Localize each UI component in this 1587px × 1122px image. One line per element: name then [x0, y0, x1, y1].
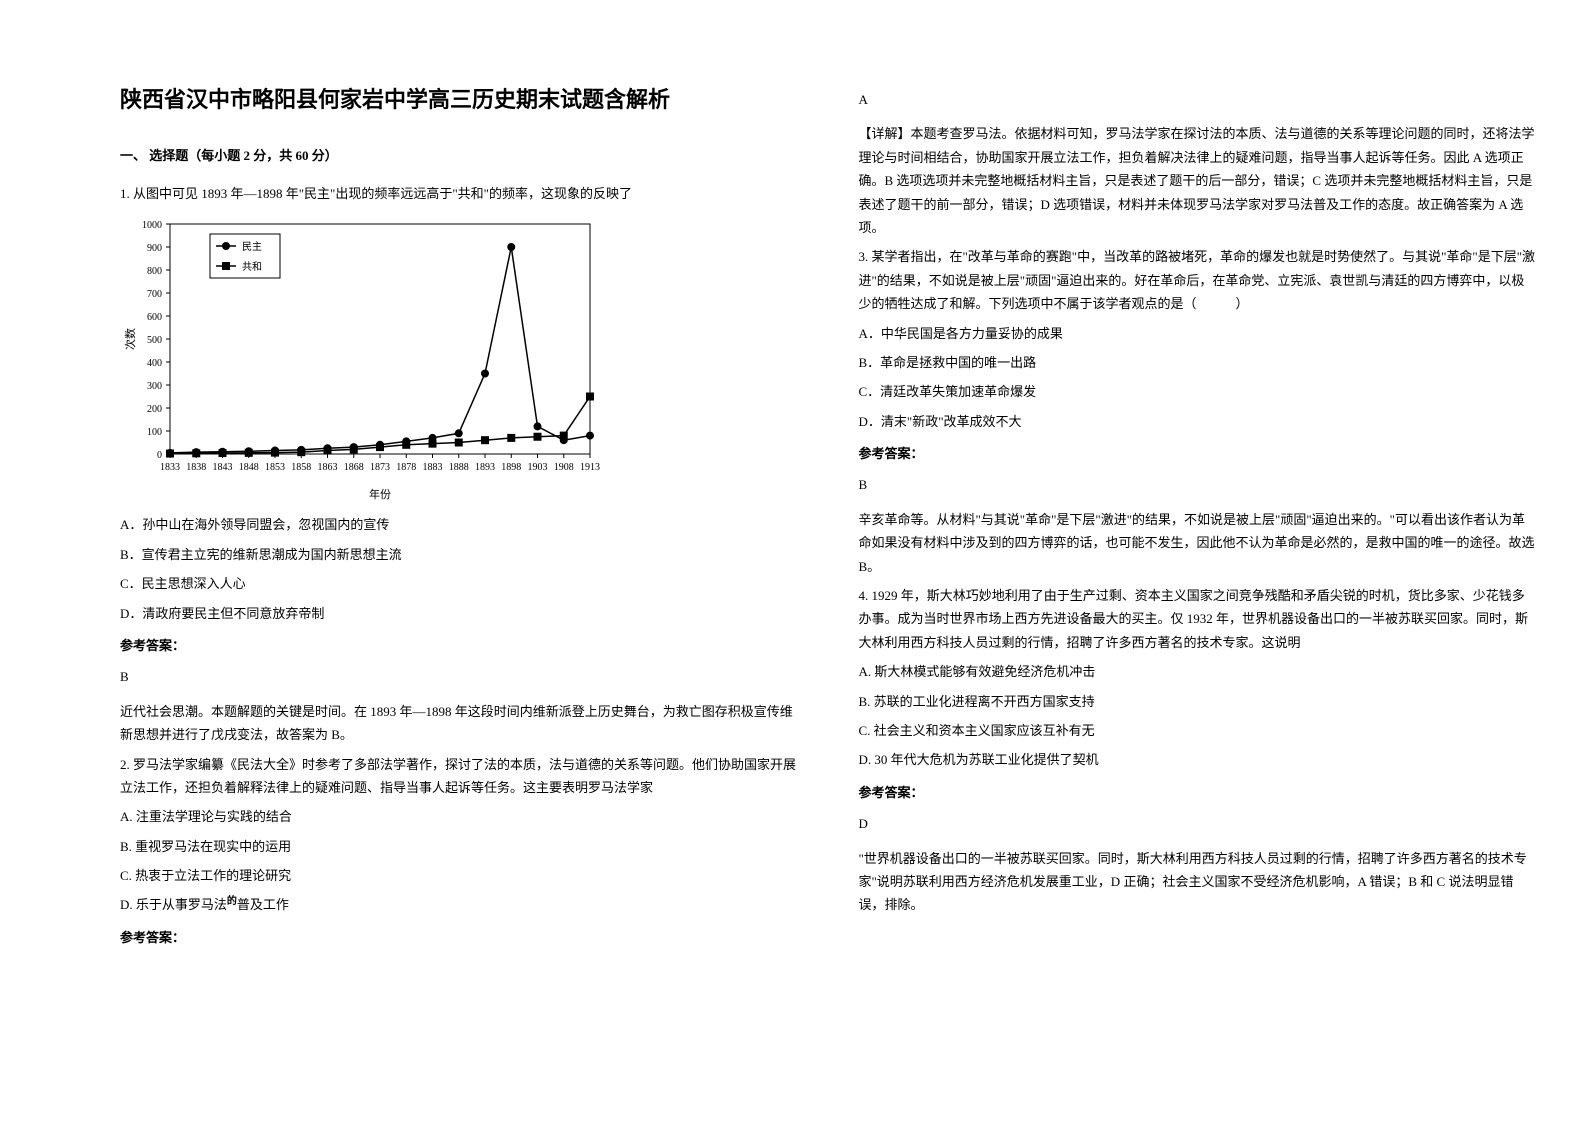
q2-answer-label: 参考答案：: [120, 926, 799, 949]
q4-option-b: B. 苏联的工业化进程离不开西方国家支持: [859, 690, 1538, 713]
q1-answer-label: 参考答案：: [120, 634, 799, 657]
q4-text: 4. 1929 年，斯大林巧妙地利用了由于生产过剩、资本主义国家之间竞争残酷和矛…: [859, 584, 1538, 654]
q1-option-c: C．民主思想深入人心: [120, 572, 799, 595]
svg-text:800: 800: [147, 266, 162, 277]
q1-chart: 0 100 200 300 400 500 600 700 800 900 1000 1833 1838…: [120, 214, 600, 504]
q1-intro: 1. 从图中可见 1893 年—1898 年"民主"出现的频率远远高于"共和"的…: [120, 182, 799, 205]
svg-text:1873: 1873: [370, 462, 390, 473]
q1-option-b: B．宣传君主立宪的维新思潮成为国内新思想主流: [120, 543, 799, 566]
svg-text:1858: 1858: [291, 462, 311, 473]
page-title: 陕西省汉中市略阳县何家岩中学高三历史期末试题含解析: [120, 80, 799, 120]
q2-d-pre: D. 乐于从事罗马法: [120, 897, 227, 912]
svg-text:1000: 1000: [142, 220, 162, 231]
svg-text:1888: 1888: [449, 462, 469, 473]
svg-text:1833: 1833: [160, 462, 180, 473]
svg-text:次数: 次数: [123, 328, 137, 350]
chart-svg: 0 100 200 300 400 500 600 700 800 900 1000 1833 1838…: [120, 214, 600, 504]
q3-option-c: C．清廷改革失策加速革命爆发: [859, 380, 1538, 403]
svg-text:1883: 1883: [423, 462, 443, 473]
svg-text:1898: 1898: [501, 462, 521, 473]
q3-explanation: 辛亥革命等。从材料"与其说"革命"是下层"激进"的结果，不如说是被上层"顽固"逼…: [859, 508, 1538, 578]
q3-option-a: A．中华民国是各方力量妥协的成果: [859, 322, 1538, 345]
svg-text:500: 500: [147, 335, 162, 346]
svg-text:100: 100: [147, 427, 162, 438]
svg-text:600: 600: [147, 312, 162, 323]
q4-answer-label: 参考答案：: [859, 781, 1538, 804]
svg-text:共和: 共和: [242, 261, 262, 273]
svg-text:1908: 1908: [554, 462, 574, 473]
q3-answer: B: [859, 473, 1538, 496]
svg-text:900: 900: [147, 243, 162, 254]
svg-text:1903: 1903: [528, 462, 548, 473]
svg-text:1868: 1868: [344, 462, 364, 473]
svg-text:年份: 年份: [369, 487, 391, 501]
q2-option-c: C. 热衷于立法工作的理论研究: [120, 864, 799, 887]
svg-text:1893: 1893: [475, 462, 495, 473]
svg-text:1863: 1863: [318, 462, 338, 473]
q4-option-a: A. 斯大林模式能够有效避免经济危机冲击: [859, 660, 1538, 683]
q2-text: 2. 罗马法学家编纂《民法大全》时参考了多部法学著作，探讨了法的本质，法与道德的…: [120, 753, 799, 800]
right-column: A 【详解】本题考查罗马法。依据材料可知，罗马法学家在探讨法的本质、法与道德的关…: [859, 80, 1538, 1082]
q3-option-d: D．清末"新政"改革成效不大: [859, 410, 1538, 433]
q1-option-d: D．清政府要民主但不同意放弃帝制: [120, 602, 799, 625]
q3-answer-label: 参考答案：: [859, 442, 1538, 465]
q2-d-sup: 的: [227, 896, 237, 907]
q2-option-a: A. 注重法学理论与实践的结合: [120, 805, 799, 828]
q2-option-b: B. 重视罗马法在现实中的运用: [120, 835, 799, 858]
svg-text:1853: 1853: [265, 462, 285, 473]
svg-text:400: 400: [147, 358, 162, 369]
q1-answer: B: [120, 665, 799, 688]
q4-option-c: C. 社会主义和资本主义国家应该互补有无: [859, 719, 1538, 742]
svg-text:300: 300: [147, 381, 162, 392]
q2-d-post: 普及工作: [237, 897, 289, 912]
svg-text:1838: 1838: [186, 462, 206, 473]
svg-text:1843: 1843: [213, 462, 233, 473]
left-column: 陕西省汉中市略阳县何家岩中学高三历史期末试题含解析 一、 选择题（每小题 2 分…: [120, 80, 799, 1082]
q1-option-a: A．孙中山在海外领导同盟会，忽视国内的宣传: [120, 513, 799, 536]
section-heading: 一、 选择题（每小题 2 分，共 60 分）: [120, 144, 799, 167]
q1-explanation: 近代社会思潮。本题解题的关键是时间。在 1893 年—1898 年这段时间内维新…: [120, 700, 799, 747]
svg-text:700: 700: [147, 289, 162, 300]
svg-text:200: 200: [147, 404, 162, 415]
svg-text:1913: 1913: [580, 462, 600, 473]
svg-text:1878: 1878: [396, 462, 416, 473]
q3-text: 3. 某学者指出，在"改革与革命的赛跑"中，当改革的路被堵死，革命的爆发也就是时…: [859, 245, 1538, 315]
svg-text:1848: 1848: [239, 462, 259, 473]
svg-text:0: 0: [157, 450, 162, 461]
q4-answer: D: [859, 812, 1538, 835]
q4-explanation: "世界机器设备出口的一半被苏联买回家。同时，斯大林利用西方科技人员过剩的行情，招…: [859, 847, 1538, 917]
svg-text:民主: 民主: [242, 241, 262, 253]
q2-option-d: D. 乐于从事罗马法的普及工作: [120, 893, 799, 916]
q2-answer: A: [859, 88, 1538, 111]
q2-explanation: 【详解】本题考查罗马法。依据材料可知，罗马法学家在探讨法的本质、法与道德的关系等…: [859, 122, 1538, 239]
q4-option-d: D. 30 年代大危机为苏联工业化提供了契机: [859, 748, 1538, 771]
q3-option-b: B．革命是拯救中国的唯一出路: [859, 351, 1538, 374]
